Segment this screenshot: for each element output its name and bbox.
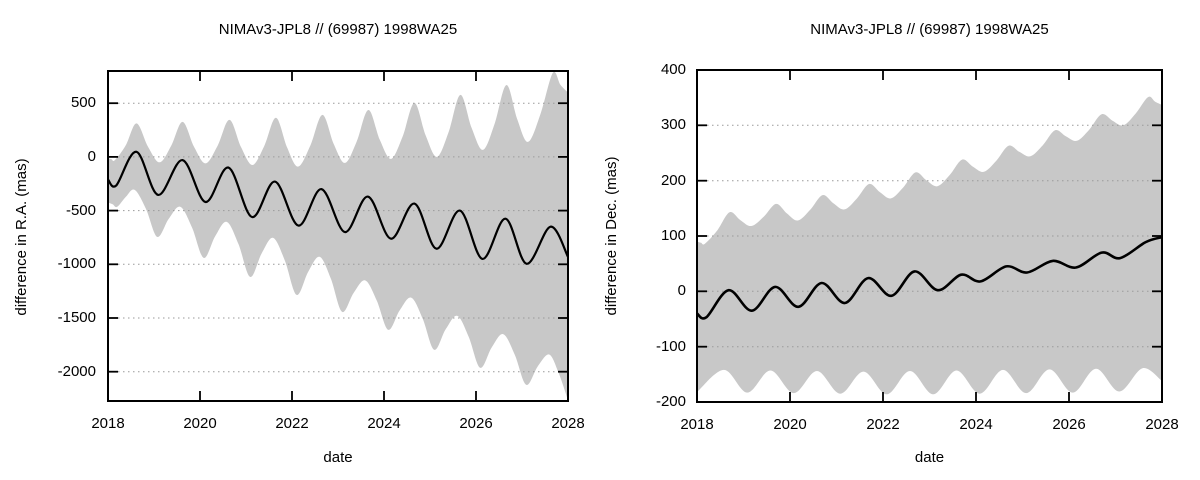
y-tick-label: 300 xyxy=(660,116,686,134)
y-tick-label: -100 xyxy=(655,337,686,355)
x-tick-label: 2018 xyxy=(680,416,714,433)
y-tick-label: 400 xyxy=(660,61,686,78)
x-tick-label: 2022 xyxy=(275,415,309,432)
x-axis-label: date xyxy=(914,449,945,466)
x-tick-label: 2022 xyxy=(866,416,900,433)
y-tick-label: 100 xyxy=(660,227,686,244)
plot-ra xyxy=(107,70,569,402)
x-tick-label: 2026 xyxy=(459,415,493,432)
y-tick-label: 200 xyxy=(660,171,686,189)
plot-border xyxy=(107,70,569,402)
x-tick-label: 2028 xyxy=(1145,416,1179,433)
y-tick-label: 0 xyxy=(87,147,96,165)
plot-dec xyxy=(696,69,1163,403)
chart-title: NIMAv3-JPL8 // (69987) 1998WA25 xyxy=(218,21,458,38)
difference-line xyxy=(697,235,1162,320)
y-tick-label: 0 xyxy=(677,282,686,300)
x-tick-label: 2026 xyxy=(1052,416,1086,433)
y-tick-label: -200 xyxy=(655,393,686,410)
x-tick-label: 2020 xyxy=(183,415,217,432)
chart-title: NIMAv3-JPL8 // (69987) 1998WA25 xyxy=(810,21,1049,38)
uncertainty-band xyxy=(697,96,1162,395)
x-axis-label: date xyxy=(323,449,353,466)
y-tick-label: -1000 xyxy=(57,255,96,273)
difference-line xyxy=(108,150,568,265)
x-tick-label: 2024 xyxy=(959,416,993,433)
x-tick-label: 2024 xyxy=(367,415,401,432)
x-tick-label: 2018 xyxy=(91,415,125,432)
x-tick-label: 2020 xyxy=(773,416,807,433)
y-tick-label: -500 xyxy=(65,201,96,219)
y-tick-label: -2000 xyxy=(57,362,96,380)
y-axis-label: difference in R.A. (mas) xyxy=(13,158,30,316)
y-tick-label: 500 xyxy=(70,94,96,112)
x-tick-label: 2028 xyxy=(551,415,585,432)
uncertainty-band xyxy=(108,71,568,401)
y-tick-label: -1500 xyxy=(57,308,96,326)
